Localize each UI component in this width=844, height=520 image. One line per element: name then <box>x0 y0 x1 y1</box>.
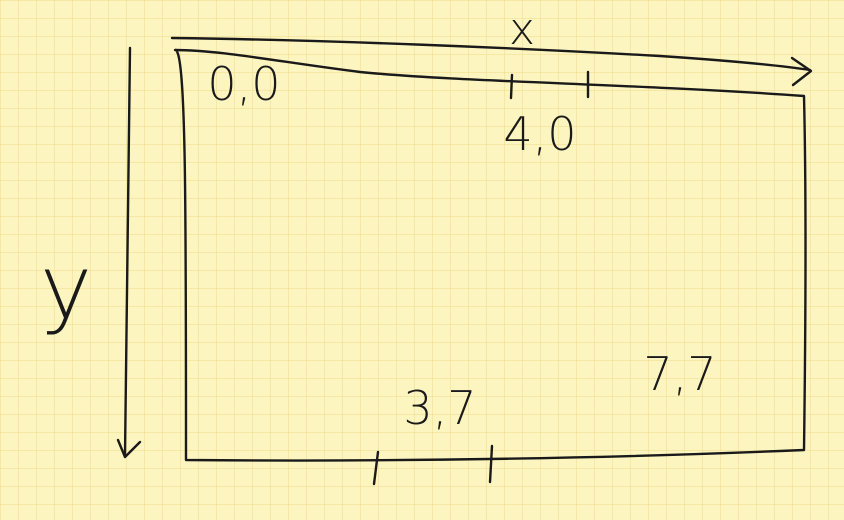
corner-point-label: 7,7 <box>643 347 716 401</box>
x-axis-arrow <box>170 36 813 87</box>
origin-point-label: 0,0 <box>207 57 280 111</box>
rectangle-outline <box>173 48 807 462</box>
top-mark-label: 4,0 <box>503 107 576 161</box>
bottom-mark-label: 3,7 <box>403 381 476 435</box>
tick-mark <box>372 450 380 486</box>
y-axis-arrow <box>116 46 142 459</box>
tick-mark <box>509 73 514 100</box>
tick-mark <box>488 444 494 484</box>
y-axis-label: y <box>40 236 92 339</box>
x-axis-label: x <box>509 4 535 55</box>
